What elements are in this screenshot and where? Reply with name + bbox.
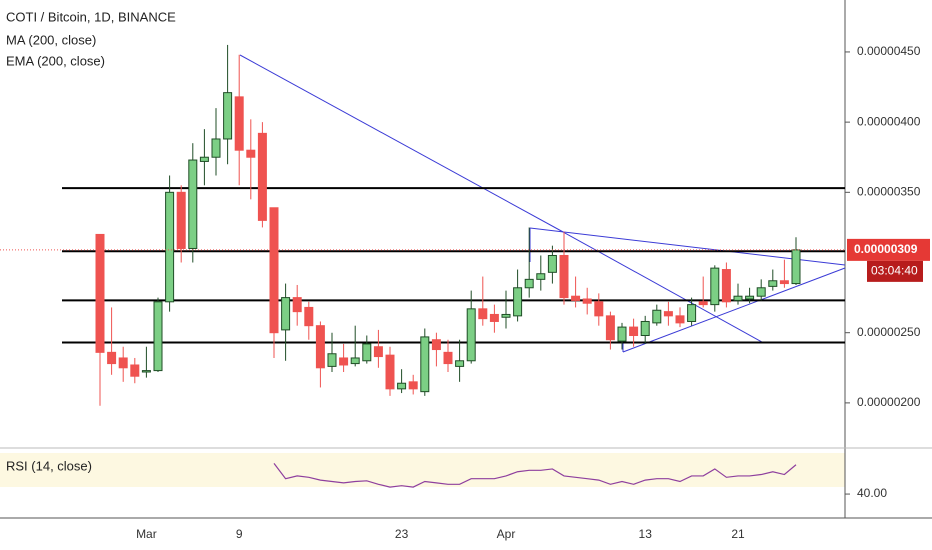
chart-title: COTI / Bitcoin, 1D, BINANCE — [6, 9, 176, 24]
trend-lines — [239, 54, 846, 353]
y-tick-label: 0.00000200 — [857, 395, 921, 409]
countdown-label: 03:04:40 — [871, 264, 918, 278]
candle-body — [431, 339, 441, 351]
candle-body — [95, 233, 105, 353]
candle-body — [675, 315, 685, 324]
candle-body — [513, 287, 523, 317]
candle-body — [339, 357, 349, 366]
x-tick-label: Mar — [136, 527, 157, 541]
candle-body — [385, 354, 395, 390]
y-tick-label: 0.00000250 — [857, 325, 921, 339]
candle-body — [141, 370, 151, 373]
candle-body — [281, 297, 291, 331]
candle-body — [559, 254, 569, 299]
candle-body — [165, 191, 175, 303]
candle-body — [547, 254, 557, 273]
candle-body — [211, 138, 221, 158]
x-tick-label: 13 — [639, 527, 653, 541]
rsi-label: RSI (14, close) — [6, 458, 92, 473]
x-tick-label: 23 — [395, 527, 409, 541]
candle-body — [594, 301, 604, 317]
last-price-label: 0.00000309 — [854, 242, 918, 256]
candle-body — [536, 273, 546, 280]
y-tick-label: 0.00000450 — [857, 44, 921, 58]
candle-body — [176, 191, 186, 249]
candle-body — [188, 159, 198, 249]
candle-body — [640, 320, 650, 337]
candle-body — [246, 149, 256, 158]
candle-body — [234, 96, 244, 151]
candle-body — [687, 304, 697, 322]
candle-body — [791, 249, 801, 285]
candle-body — [118, 357, 128, 369]
candle-body — [327, 353, 337, 367]
x-tick-label: Apr — [497, 527, 516, 541]
x-tick-label: 9 — [236, 527, 243, 541]
candle-body — [652, 309, 662, 324]
x-tick-label: 21 — [731, 527, 745, 541]
candle-body — [130, 364, 140, 377]
candle-body — [153, 301, 163, 372]
candle-body — [257, 132, 267, 221]
candle-body — [571, 295, 581, 301]
candle-body — [397, 382, 407, 390]
candle-body — [443, 351, 453, 365]
rsi-line — [273, 462, 797, 488]
candle-body — [756, 287, 766, 297]
candle-body — [315, 325, 325, 369]
candle-body — [745, 295, 755, 300]
candle-body — [199, 156, 209, 162]
y-tick-label: 0.00000400 — [857, 114, 921, 128]
candle-body — [373, 346, 383, 358]
last-price-box — [847, 238, 930, 261]
indicator-label: EMA (200, close) — [6, 53, 105, 68]
indicator-label: MA (200, close) — [6, 32, 96, 47]
candle-body — [698, 301, 708, 306]
candle-body — [710, 267, 720, 306]
candle-body — [733, 295, 743, 301]
candle-body — [107, 351, 117, 365]
candle-body — [605, 315, 615, 341]
rsi-band — [0, 453, 845, 487]
candle-body — [501, 313, 511, 318]
candle-body — [478, 308, 488, 320]
candle-body — [582, 298, 592, 304]
candle-body — [617, 326, 627, 342]
candle-body — [768, 280, 778, 287]
candle-body — [721, 269, 731, 303]
candle-body — [223, 92, 233, 140]
candle-body — [362, 343, 372, 362]
candle-body — [269, 207, 279, 334]
candle-body — [292, 297, 302, 313]
rsi-tick-label: 40.00 — [857, 486, 887, 500]
countdown-box — [867, 260, 923, 282]
candle-body — [779, 280, 789, 285]
candle-body — [489, 313, 499, 322]
candle-body — [524, 278, 534, 289]
candle-body — [304, 306, 314, 327]
candle-body — [350, 357, 360, 365]
candle-body — [455, 360, 465, 367]
candle-body — [629, 326, 639, 337]
candle-body — [420, 336, 430, 393]
candle-body — [663, 311, 673, 317]
y-tick-label: 0.00000350 — [857, 184, 921, 198]
candle-body — [408, 381, 418, 390]
candle-body — [466, 308, 476, 362]
